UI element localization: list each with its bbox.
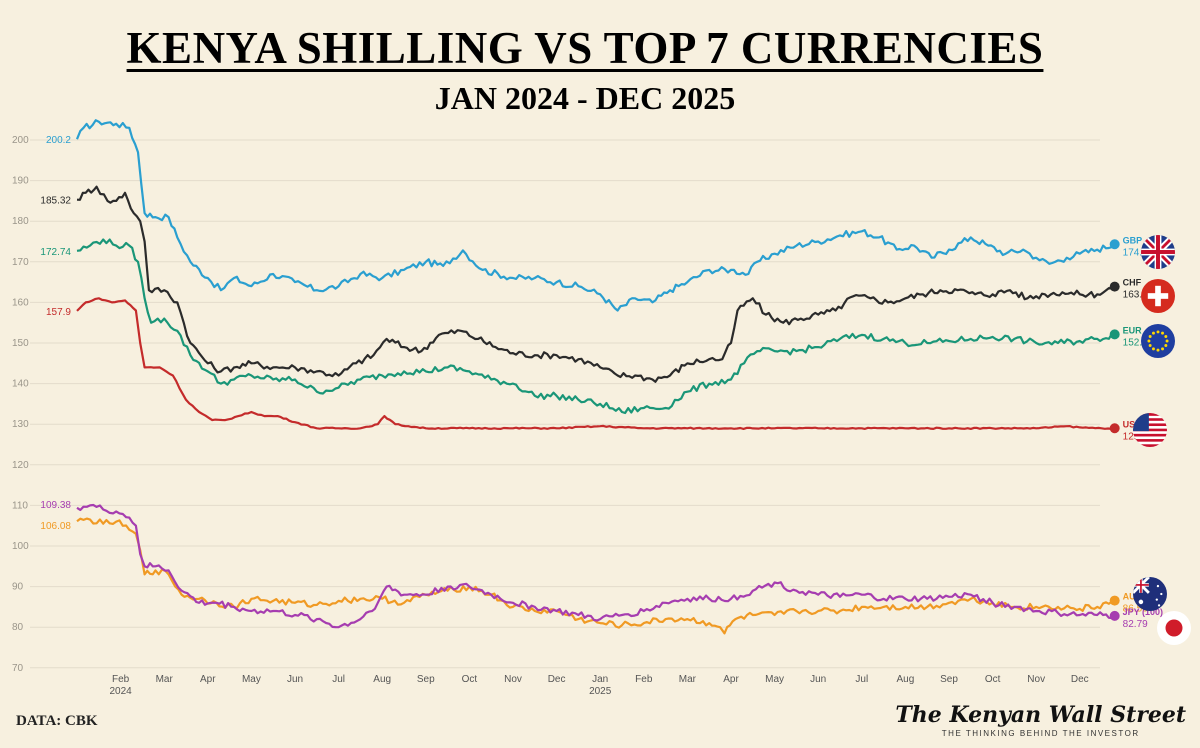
series-end-value-label: 174.32 [1123, 247, 1154, 258]
x-tick-label: Feb [112, 674, 130, 685]
x-tick-label: Mar [679, 674, 697, 685]
series-line-jpy-100- [76, 503, 1116, 629]
uk-flag-icon [1141, 235, 1175, 269]
us-flag-icon [1133, 413, 1167, 447]
data-source: DATA: CBK [16, 713, 98, 729]
y-tick-label: 190 [12, 176, 29, 187]
series-end-value-label: 163.88 [1123, 290, 1154, 301]
x-tick-label: May [242, 674, 261, 685]
series-line-eur [76, 238, 1115, 415]
x-tick-label: Sep [417, 674, 435, 685]
series-end-value-label: 86.56 [1123, 604, 1148, 615]
y-tick-label: 130 [12, 419, 29, 430]
series-name-label: GBP [1123, 235, 1143, 245]
series-labels: 200.2 GBP 174.32 185.32 CHF 163.88 172.74 EUR 15… [40, 135, 1163, 630]
gridlines [30, 139, 1100, 669]
series-end-value-label: 129 [1123, 431, 1140, 442]
y-tick-label: 200 [12, 135, 29, 146]
x-tick-label: Dec [548, 674, 566, 685]
series-line-chf [76, 185, 1116, 383]
series-start-value-label: 106.08 [40, 521, 71, 532]
chart-subtitle: JAN 2024 - DEC 2025 [434, 80, 736, 116]
series-end-dot [1109, 595, 1120, 606]
y-tick-label: 80 [12, 622, 24, 633]
y-tick-label: 120 [12, 460, 29, 471]
y-tick-label: 170 [12, 257, 29, 268]
x-tick-label: Apr [200, 674, 216, 685]
y-tick-label: 180 [12, 216, 29, 227]
series-start-value-label: 157.9 [46, 307, 71, 318]
x-tick-label: Oct [462, 674, 478, 685]
x-tick-year-label: 2025 [589, 686, 612, 697]
series-end-dot [1109, 329, 1120, 340]
y-tick-label: 160 [12, 297, 29, 308]
brand-tagline: THE THINKING BEHIND THE INVESTOR [941, 729, 1140, 738]
series-name-label: AUD [1123, 592, 1143, 602]
x-tick-label: Aug [373, 674, 391, 685]
series-name-label: USD [1123, 419, 1143, 429]
series-start-value-label: 200.2 [46, 135, 71, 146]
series-start-value-label: 185.32 [40, 196, 71, 207]
series-end-dot [1109, 281, 1120, 292]
series-end-dot [1109, 239, 1120, 250]
series-line-gbp [75, 119, 1116, 312]
eu-flag-icon [1141, 324, 1175, 358]
x-tick-label: Nov [504, 674, 522, 685]
series-end-dot [1109, 610, 1120, 621]
x-tick-label: Jul [855, 674, 868, 685]
y-tick-label: 90 [12, 582, 24, 593]
series-lines [75, 119, 1116, 635]
au-flag-icon [1133, 577, 1167, 611]
swiss-flag-icon [1141, 279, 1175, 313]
x-tick-label: Aug [897, 674, 915, 685]
x-tick-label: Jan [592, 674, 608, 685]
chart-title: KENYA SHILLING VS TOP 7 CURRENCIES [126, 23, 1044, 73]
series-line-usd [76, 297, 1115, 430]
series-line-aud [76, 517, 1116, 635]
x-tick-label: Mar [156, 674, 174, 685]
series-end-value-label: 152.13 [1123, 337, 1154, 348]
x-tick-label: Feb [635, 674, 653, 685]
x-tick-label: Jun [287, 674, 303, 685]
series-start-value-label: 172.74 [40, 247, 71, 258]
x-tick-label: Dec [1071, 674, 1089, 685]
series-name-label: EUR [1123, 325, 1143, 335]
brand-logo: The Kenyan Wall Street THE THINKING BEHI… [895, 702, 1186, 738]
y-axis: 200 190 180 170 160 150 140 130 120 110 100 90 80 70 [12, 135, 29, 674]
x-tick-label: Jun [810, 674, 826, 685]
y-tick-label: 100 [12, 541, 29, 552]
series-end-value-label: 82.79 [1123, 619, 1148, 630]
series-start-value-label: 109.38 [40, 500, 71, 511]
x-tick-label: Apr [723, 674, 739, 685]
x-tick-label: May [765, 674, 784, 685]
series-end-dot [1109, 423, 1120, 434]
x-tick-label: Nov [1027, 674, 1045, 685]
series-name-label: CHF [1123, 278, 1142, 288]
x-tick-label: Jul [332, 674, 345, 685]
series-name-label: JPY (100) [1123, 607, 1163, 617]
y-tick-label: 150 [12, 338, 29, 349]
japan-flag-icon [1157, 611, 1191, 645]
x-tick-label: Sep [940, 674, 958, 685]
y-tick-label: 70 [12, 663, 24, 674]
brand-name: The Kenyan Wall Street [895, 702, 1186, 728]
x-tick-label: Oct [985, 674, 1001, 685]
x-tick-year-label: 2024 [109, 686, 132, 697]
y-tick-label: 110 [12, 500, 28, 511]
y-tick-label: 140 [12, 379, 29, 390]
